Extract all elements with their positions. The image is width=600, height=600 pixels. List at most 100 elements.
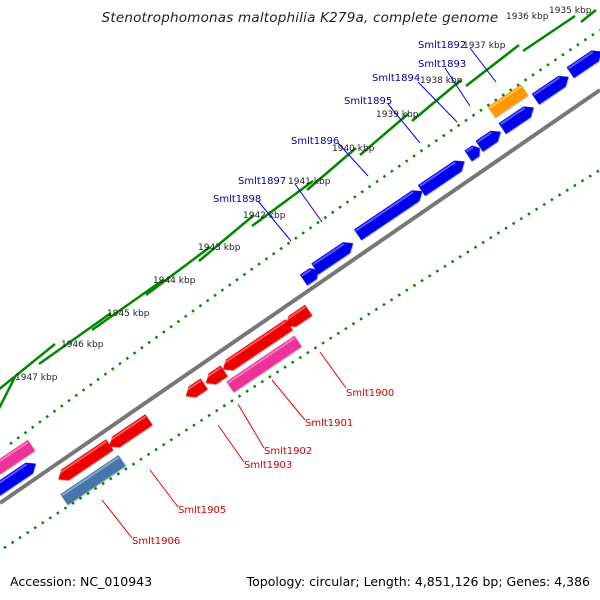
gene-callout-line (444, 67, 471, 107)
tick-label: 1943 kbp (198, 243, 241, 253)
tick-label: 1946 kbp (61, 340, 104, 350)
gene-label[interactable]: Smlt1895 (344, 96, 392, 107)
gene-arrow[interactable] (487, 84, 529, 118)
gene-arrow[interactable] (105, 414, 153, 452)
genome-summary: Topology: circular; Length: 4,851,126 bp… (246, 574, 590, 589)
gene-arrow[interactable] (282, 304, 313, 331)
tick-mark (359, 113, 409, 156)
gene-arrow-highlight (476, 131, 493, 143)
gene-arrow-highlight (220, 320, 287, 366)
gene-arrow-body (417, 160, 465, 196)
gene-arrow[interactable] (202, 365, 228, 388)
gene-arrow[interactable] (219, 319, 293, 375)
tick-mark (580, 9, 597, 23)
gene-arrow[interactable] (464, 143, 484, 162)
gene-arrow-body (531, 75, 569, 105)
gene-arrow-highlight (56, 440, 107, 476)
gene-arrow[interactable] (475, 126, 505, 152)
gene-arrow[interactable] (60, 455, 126, 505)
tick-label: 1941 kbp (288, 177, 331, 187)
gene-arrow-highlight (533, 76, 560, 96)
tick-label: 1947 kbp (15, 373, 58, 383)
gene-arrow[interactable] (0, 439, 36, 475)
gene-arrow-body (109, 414, 153, 448)
callout-layer (101, 47, 497, 539)
tick-label: 1944 kbp (153, 276, 196, 286)
gene-arrow-body (285, 304, 313, 327)
tick-mark (38, 311, 112, 366)
gene-arrow-highlight (183, 379, 202, 393)
tick-label: 1935 kbp (549, 6, 592, 16)
gene-label[interactable]: Smlt1903 (244, 460, 292, 471)
gene-arrow-highlight (227, 337, 296, 384)
gene-arrow-body (354, 190, 423, 241)
gene-arrow-body (311, 242, 354, 275)
gene-arrow-body (464, 145, 480, 162)
gene-callout-line (469, 47, 497, 83)
gene-label[interactable]: Smlt1896 (291, 136, 339, 147)
tick-mark (198, 214, 255, 262)
tick-mark (306, 147, 357, 191)
tick-mark (0, 376, 17, 410)
gene-label[interactable]: Smlt1905 (178, 505, 226, 516)
gene-arrow[interactable] (299, 265, 322, 286)
tick-label: 1938 kbp (420, 76, 463, 86)
gene-arrow[interactable] (182, 378, 208, 401)
tick-mark (91, 278, 164, 332)
gene-label[interactable]: Smlt1901 (305, 418, 353, 429)
gene-arrow-highlight (283, 306, 306, 323)
gene-arrow-highlight (0, 463, 28, 487)
tick-mark (522, 14, 576, 53)
gene-callout-line (387, 103, 421, 144)
gene-arrow-highlight (419, 161, 456, 188)
gene-arrow-body (60, 455, 126, 505)
tick-label: 1936 kbp (506, 12, 549, 22)
gene-arrow[interactable] (417, 156, 468, 196)
gene-arrow-highlight (465, 146, 474, 153)
gene-arrow[interactable] (55, 439, 114, 484)
gene-callout-line (337, 142, 369, 177)
gene-layer (0, 46, 600, 505)
gene-arrow[interactable] (566, 46, 600, 79)
gene-arrow[interactable] (531, 71, 572, 105)
inner-ruler (3, 168, 600, 550)
tick-mark (0, 343, 56, 391)
gene-callout-line (294, 183, 323, 223)
gene-label[interactable]: Smlt1892 (418, 40, 466, 51)
gene-arrow-highlight (203, 366, 222, 380)
genome-backbone (0, 88, 600, 505)
gene-callout-line (101, 499, 133, 539)
gene-arrow[interactable] (0, 458, 40, 496)
label-layer: Smlt1892 Smlt1893 Smlt1894 Smlt1895 Smlt1896… (132, 40, 466, 547)
gene-label[interactable]: Smlt1898 (213, 194, 261, 205)
tick-mark (251, 179, 314, 228)
gene-arrow-body (205, 365, 228, 385)
gene-arrow-body (498, 106, 534, 135)
gene-label[interactable]: Smlt1894 (372, 73, 420, 84)
gene-callout-line (417, 81, 458, 123)
gene-arrow[interactable] (354, 186, 426, 241)
gene-label[interactable]: Smlt1906 (132, 536, 180, 547)
gene-arrow-highlight (489, 85, 522, 109)
gene-callout-line (237, 403, 265, 449)
gene-arrow-highlight (106, 415, 147, 443)
gene-arrow-body (299, 268, 319, 286)
gene-label[interactable]: Smlt1902 (264, 446, 312, 457)
tick-mark (465, 44, 520, 87)
gene-callout-line (217, 424, 245, 463)
gene-arrow[interactable] (226, 335, 302, 393)
gene-label[interactable]: Smlt1897 (238, 176, 286, 187)
tick-label: 1940 kbp (332, 144, 375, 154)
gene-arrow-body (0, 462, 36, 496)
tick-label: 1942 kbp (243, 211, 286, 221)
outer-ruler (9, 28, 600, 446)
gene-arrow[interactable] (498, 102, 538, 135)
gene-label[interactable]: Smlt1900 (346, 388, 394, 399)
gene-arrow[interactable] (311, 238, 356, 275)
gene-arrow-highlight (312, 243, 345, 266)
tick-mark (145, 246, 211, 296)
gene-arrow-body (487, 84, 529, 118)
gene-label[interactable]: Smlt1893 (418, 59, 466, 70)
